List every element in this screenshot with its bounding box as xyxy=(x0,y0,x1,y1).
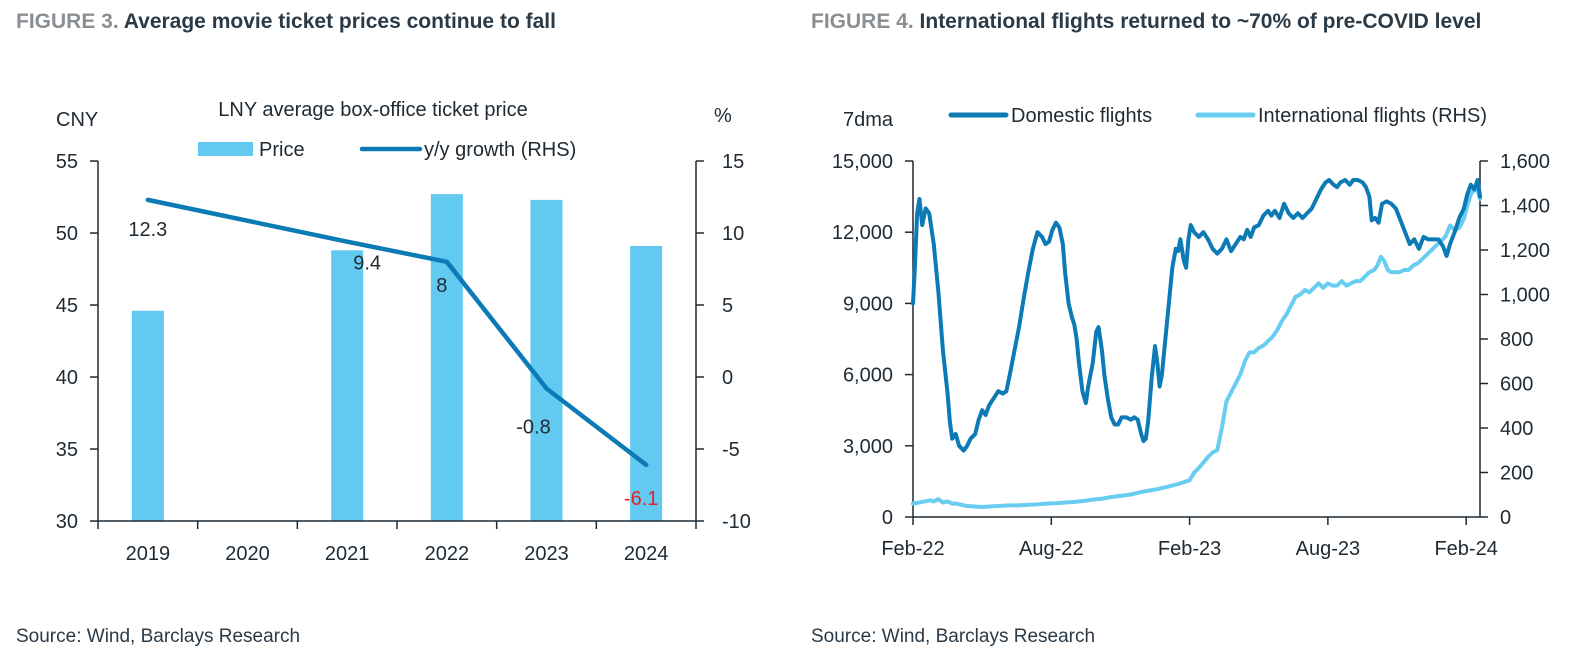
legend-international-label: International flights (RHS) xyxy=(1258,105,1487,127)
chart4-left-tick-label: 15,000 xyxy=(832,151,893,173)
chart3-x-tick-label: 2023 xyxy=(524,543,569,565)
domestic-flights-line xyxy=(911,177,1482,453)
chart4-left-tick-label: 12,000 xyxy=(832,222,893,244)
chart4-right-tick-label: 800 xyxy=(1500,329,1533,351)
international-flights-line xyxy=(911,185,1482,509)
ticket-price-chart: LNY average box-office ticket price CNY % P… xyxy=(56,99,751,565)
price-bar-2022 xyxy=(430,194,463,521)
growth-line xyxy=(145,197,649,468)
chart3-right-axis-unit: % xyxy=(714,105,732,127)
figure3-title: FIGURE 3. Average movie ticket prices co… xyxy=(16,10,556,34)
growth-data-label: 8 xyxy=(436,275,447,297)
figure4-source: Source: Wind, Barclays Research xyxy=(811,626,1096,647)
chart4-right-tick-label: 1,200 xyxy=(1500,240,1550,262)
price-bar-2024 xyxy=(630,245,663,521)
chart3-left-tick-label: 35 xyxy=(56,439,78,461)
figure3-source: Source: Wind, Barclays Research xyxy=(16,626,301,647)
price-bar-2023 xyxy=(530,199,563,521)
chart3-left-tick-label: 55 xyxy=(56,151,78,173)
chart4-right-tick-label: 200 xyxy=(1500,463,1533,485)
figure4-label: FIGURE 4. xyxy=(811,10,914,33)
chart4-left-tick-label: 3,000 xyxy=(843,436,893,458)
chart3-right-tick-label: 5 xyxy=(722,295,733,317)
chart3-right-tick-label: 15 xyxy=(722,151,744,173)
chart4-right-tick-label: 400 xyxy=(1500,418,1533,440)
chart3-x-tick-label: 2024 xyxy=(624,543,669,565)
chart3-subtitle: LNY average box-office ticket price xyxy=(218,99,527,121)
chart3-left-tick-label: 30 xyxy=(56,511,78,533)
growth-data-label: -6.1 xyxy=(624,488,658,510)
chart3-right-tick-label: 0 xyxy=(722,367,733,389)
chart3-x-tick-label: 2021 xyxy=(325,543,370,565)
chart3-x-tick-label: 2020 xyxy=(225,543,270,565)
chart3-right-tick-label: 10 xyxy=(722,223,744,245)
chart4-x-tick-label: Feb-24 xyxy=(1434,538,1497,560)
legend-domestic-label: Domestic flights xyxy=(1011,105,1152,127)
chart4-x-tick-label: Aug-23 xyxy=(1296,538,1361,560)
chart4-right-tick-label: 600 xyxy=(1500,374,1533,396)
chart4-x-tick-label: Feb-22 xyxy=(881,538,944,560)
chart4-left-tick-label: 6,000 xyxy=(843,365,893,387)
chart4-x-tick-label: Aug-22 xyxy=(1019,538,1084,560)
legend-price-label: Price xyxy=(259,139,305,161)
figure4-title: FIGURE 4. International flights returned… xyxy=(811,10,1481,34)
chart3-left-tick-label: 50 xyxy=(56,223,78,245)
chart4-left-tick-label: 9,000 xyxy=(843,293,893,315)
chart4-right-tick-label: 0 xyxy=(1500,507,1511,529)
chart3-left-tick-label: 45 xyxy=(56,295,78,317)
growth-data-label: 9.4 xyxy=(353,253,381,275)
growth-data-label: 12.3 xyxy=(128,219,167,241)
figure4-title-text: International flights returned to ~70% o… xyxy=(919,10,1482,33)
chart4-left-tick-label: 0 xyxy=(882,507,893,529)
chart3-right-tick-label: -10 xyxy=(722,511,751,533)
chart3-x-tick-label: 2022 xyxy=(425,543,470,565)
chart3-right-tick-label: -5 xyxy=(722,439,740,461)
legend-price-swatch xyxy=(198,142,253,156)
chart3-left-axis-unit: CNY xyxy=(56,109,98,131)
price-bar-2021 xyxy=(331,250,364,521)
chart4-left-axis-unit: 7dma xyxy=(843,109,894,131)
price-bar-2019 xyxy=(131,310,164,521)
legend-growth-label: y/y growth (RHS) xyxy=(424,139,576,161)
chart3-x-tick-label: 2019 xyxy=(126,543,171,565)
chart4-right-tick-label: 1,600 xyxy=(1500,151,1550,173)
figure3-title-text: Average movie ticket prices continue to … xyxy=(123,10,556,33)
figure3-label: FIGURE 3. xyxy=(16,10,119,33)
chart3-left-tick-label: 40 xyxy=(56,367,78,389)
growth-data-label: -0.8 xyxy=(516,417,550,439)
chart4-x-tick-label: Feb-23 xyxy=(1158,538,1221,560)
chart4-right-tick-label: 1,000 xyxy=(1500,285,1550,307)
chart4-right-tick-label: 1,400 xyxy=(1500,196,1550,218)
flights-chart: 7dma Domestic flights International flight… xyxy=(832,105,1550,560)
